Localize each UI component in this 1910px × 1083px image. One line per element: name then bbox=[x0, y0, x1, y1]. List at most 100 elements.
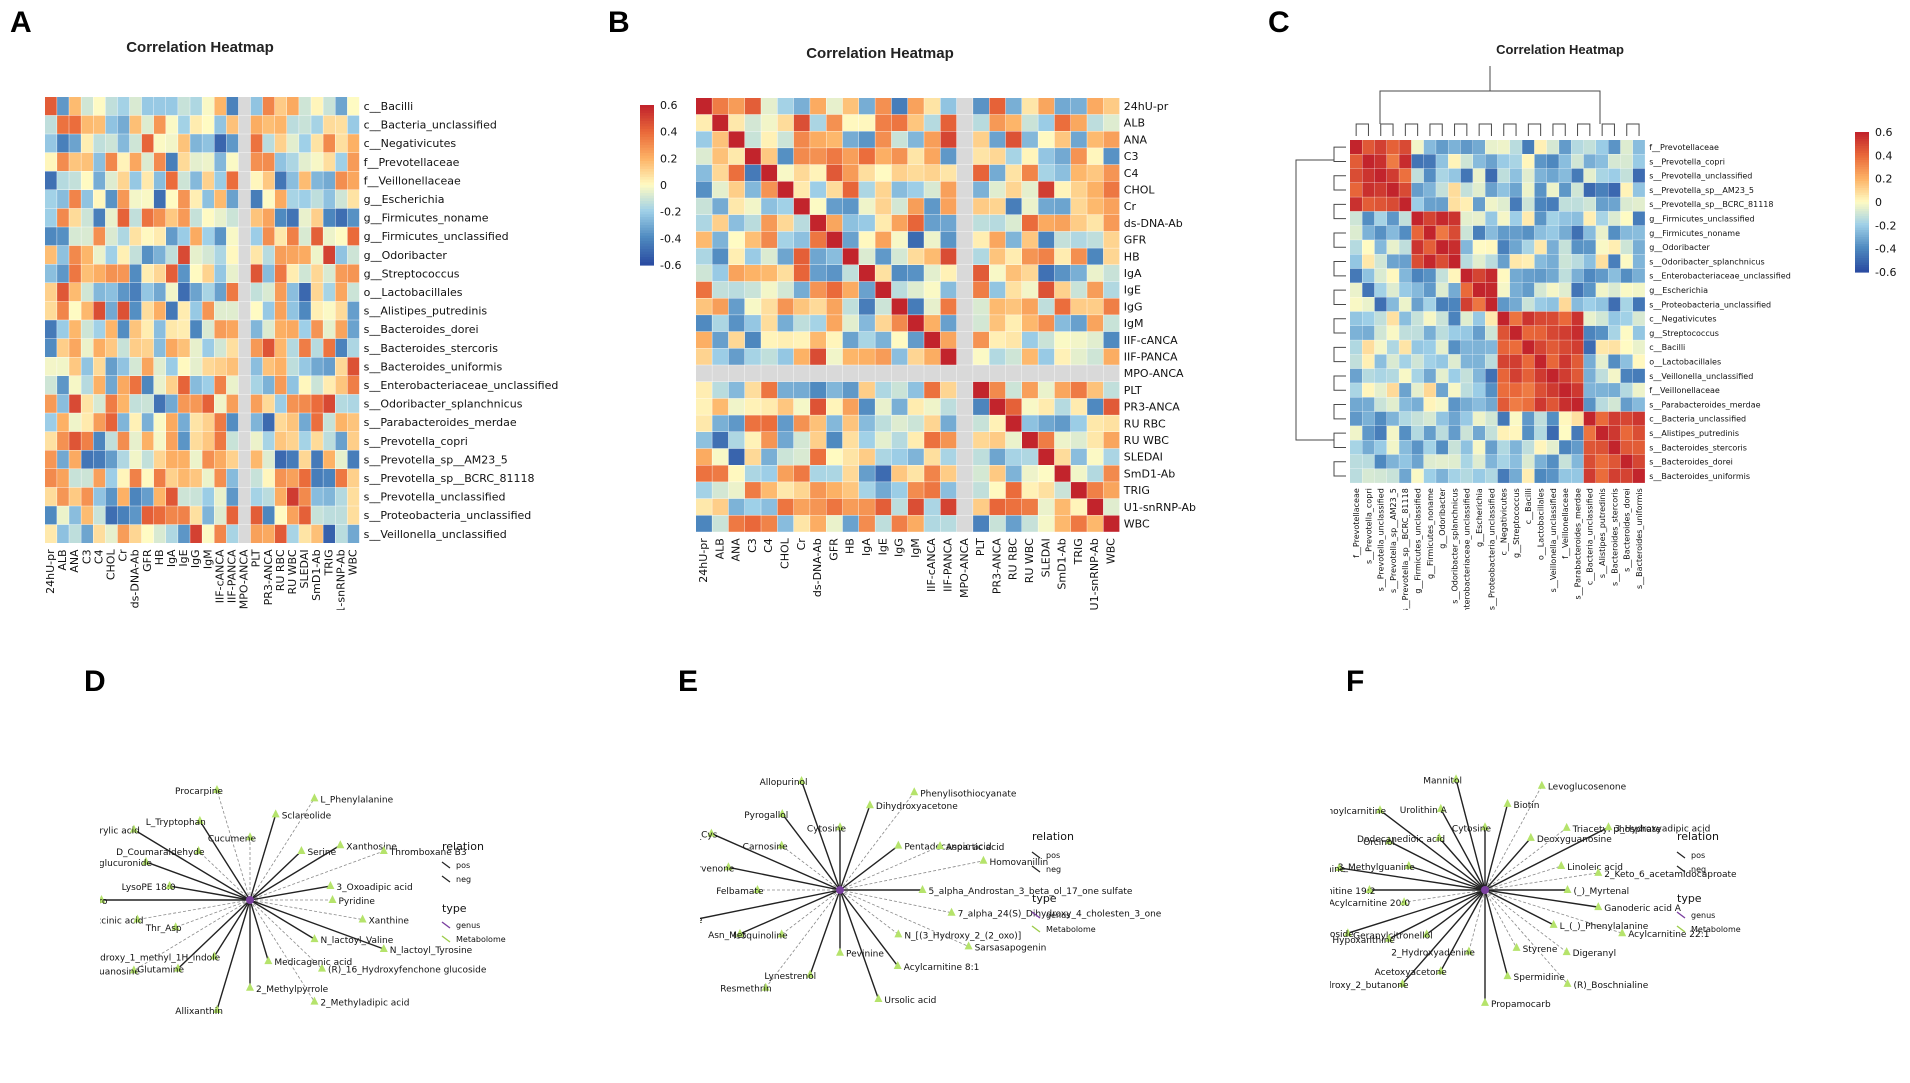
heatmap-c-cell bbox=[1386, 154, 1399, 169]
heatmap-c-cell bbox=[1620, 168, 1633, 183]
heatmap-c-legend-band bbox=[1855, 192, 1869, 196]
heatmap-a-cell bbox=[105, 413, 118, 432]
heatmap-c-cell bbox=[1374, 397, 1387, 412]
heatmap-c-legend-band bbox=[1855, 167, 1869, 170]
heatmap-b-legend-band bbox=[640, 259, 654, 263]
heatmap-b-cell bbox=[744, 515, 761, 532]
heatmap-b-cell bbox=[891, 448, 908, 465]
heatmap-a-cell bbox=[323, 357, 335, 376]
network-f-node bbox=[1384, 836, 1393, 845]
heatmap-a-cell bbox=[226, 506, 239, 525]
heatmap-b-cell bbox=[875, 415, 892, 432]
heatmap-b-cell bbox=[842, 465, 859, 482]
heatmap-b-legend-band bbox=[640, 163, 654, 167]
heatmap-a-cell bbox=[287, 469, 299, 488]
heatmap-b-cell bbox=[744, 398, 761, 415]
heatmap-a-cell bbox=[287, 376, 299, 395]
heatmap-b-cell bbox=[973, 398, 989, 415]
network-f-node bbox=[1435, 832, 1444, 841]
network-d-node bbox=[264, 956, 273, 965]
heatmap-b-cell bbox=[826, 498, 843, 516]
heatmap-b-cell bbox=[1054, 515, 1071, 532]
heatmap-b-cell bbox=[810, 482, 826, 499]
heatmap-a-cell bbox=[178, 524, 190, 543]
heatmap-b-cell bbox=[826, 148, 843, 165]
heatmap-b-row-label: Cr bbox=[1124, 200, 1137, 213]
heatmap-a-cell bbox=[299, 97, 311, 116]
heatmap-c-cell bbox=[1399, 440, 1412, 455]
heatmap-a-cell bbox=[93, 469, 106, 488]
network-d-node-label: alpha_Hydroxy_1_methyl_1H_indole bbox=[100, 953, 221, 963]
heatmap-b-cell bbox=[744, 148, 761, 165]
heatmap-c-cell bbox=[1522, 354, 1535, 369]
network-d-node bbox=[310, 793, 319, 802]
heatmap-c-cell bbox=[1485, 411, 1498, 426]
heatmap-c-cell bbox=[1411, 225, 1424, 240]
heatmap-c-cell bbox=[1460, 182, 1473, 197]
heatmap-b-cell bbox=[891, 331, 908, 349]
network-e-edge bbox=[839, 860, 984, 891]
network-e-node-label: Homovanillin bbox=[989, 858, 1048, 868]
heatmap-b-cell bbox=[696, 248, 712, 265]
heatmap-c-cell bbox=[1583, 354, 1596, 369]
heatmap-b-cell bbox=[761, 114, 778, 131]
heatmap-c-col-label: s__Bacteroides_stercoris bbox=[1610, 488, 1619, 586]
heatmap-c-cell bbox=[1509, 211, 1522, 226]
network-d-node-label: (R)_16_Hydroxyfenchone glucoside bbox=[328, 966, 487, 976]
heatmap-b-cell bbox=[712, 214, 729, 232]
heatmap-c-cell bbox=[1374, 411, 1387, 426]
heatmap-b-cell bbox=[842, 415, 859, 432]
heatmap-b-cell bbox=[744, 181, 761, 198]
heatmap-b-legend-band bbox=[640, 177, 654, 181]
heatmap-a-cell bbox=[117, 171, 130, 190]
heatmap-c-cell bbox=[1423, 340, 1436, 355]
heatmap-a-cell bbox=[190, 208, 202, 227]
heatmap-b-cell bbox=[696, 331, 712, 349]
heatmap-a-cell bbox=[287, 357, 299, 376]
heatmap-c-cell bbox=[1583, 368, 1596, 383]
heatmap-c-cell bbox=[1596, 197, 1608, 212]
heatmap-b-cell bbox=[696, 315, 712, 332]
heatmap-b-cell bbox=[793, 98, 810, 115]
network-d-node bbox=[195, 815, 204, 824]
heatmap-a-cell bbox=[311, 431, 323, 450]
heatmap-b-legend-band bbox=[640, 107, 654, 111]
heatmap-a-cell bbox=[226, 524, 239, 543]
network-e-node-label: Cytosine bbox=[807, 824, 847, 834]
heatmap-b-cell bbox=[728, 148, 745, 165]
heatmap-a-row-label: f__Prevotellaceae bbox=[364, 156, 460, 169]
heatmap-b-legend-band bbox=[640, 187, 654, 191]
heatmap-b-cell bbox=[1038, 148, 1055, 165]
network-e-legend-relation-icon bbox=[1031, 851, 1041, 859]
heatmap-a-cell bbox=[250, 320, 263, 339]
heatmap-a-cell bbox=[153, 450, 166, 469]
network-f-node-label: Thymine bbox=[1330, 865, 1346, 875]
heatmap-b-cell bbox=[793, 432, 810, 449]
heatmap-b-cell bbox=[973, 265, 989, 282]
heatmap-b-cell bbox=[761, 248, 778, 265]
heatmap-b-col-label: RU WBC bbox=[1023, 538, 1036, 583]
heatmap-c-cell bbox=[1620, 397, 1633, 412]
heatmap-c-cell bbox=[1583, 197, 1596, 212]
heatmap-a-cell bbox=[178, 190, 190, 209]
network-f-edge bbox=[1484, 837, 1532, 891]
heatmap-a-cell bbox=[311, 357, 323, 376]
heatmap-b-cell bbox=[891, 465, 908, 482]
heatmap-b-cell bbox=[1087, 181, 1104, 198]
heatmap-a-cell bbox=[250, 264, 263, 283]
heatmap-b-cell bbox=[712, 231, 729, 248]
heatmap-c-cell bbox=[1485, 354, 1498, 369]
heatmap-a-cell bbox=[274, 264, 287, 283]
heatmap-a-cell bbox=[226, 134, 239, 153]
heatmap-c-cell bbox=[1423, 140, 1436, 154]
network-d-legend-type-item: Metabolome bbox=[456, 935, 506, 944]
heatmap-c-cell bbox=[1350, 283, 1362, 297]
heatmap-b-cell bbox=[712, 398, 729, 415]
heatmap-c-dendro-top bbox=[1478, 123, 1492, 136]
heatmap-b-cell bbox=[1103, 98, 1120, 115]
heatmap-c-cell bbox=[1374, 325, 1387, 340]
heatmap-b-cell bbox=[940, 231, 957, 248]
network-f-node bbox=[1618, 928, 1627, 937]
heatmap-a-cell bbox=[347, 320, 360, 339]
heatmap-a-cell bbox=[81, 283, 93, 302]
